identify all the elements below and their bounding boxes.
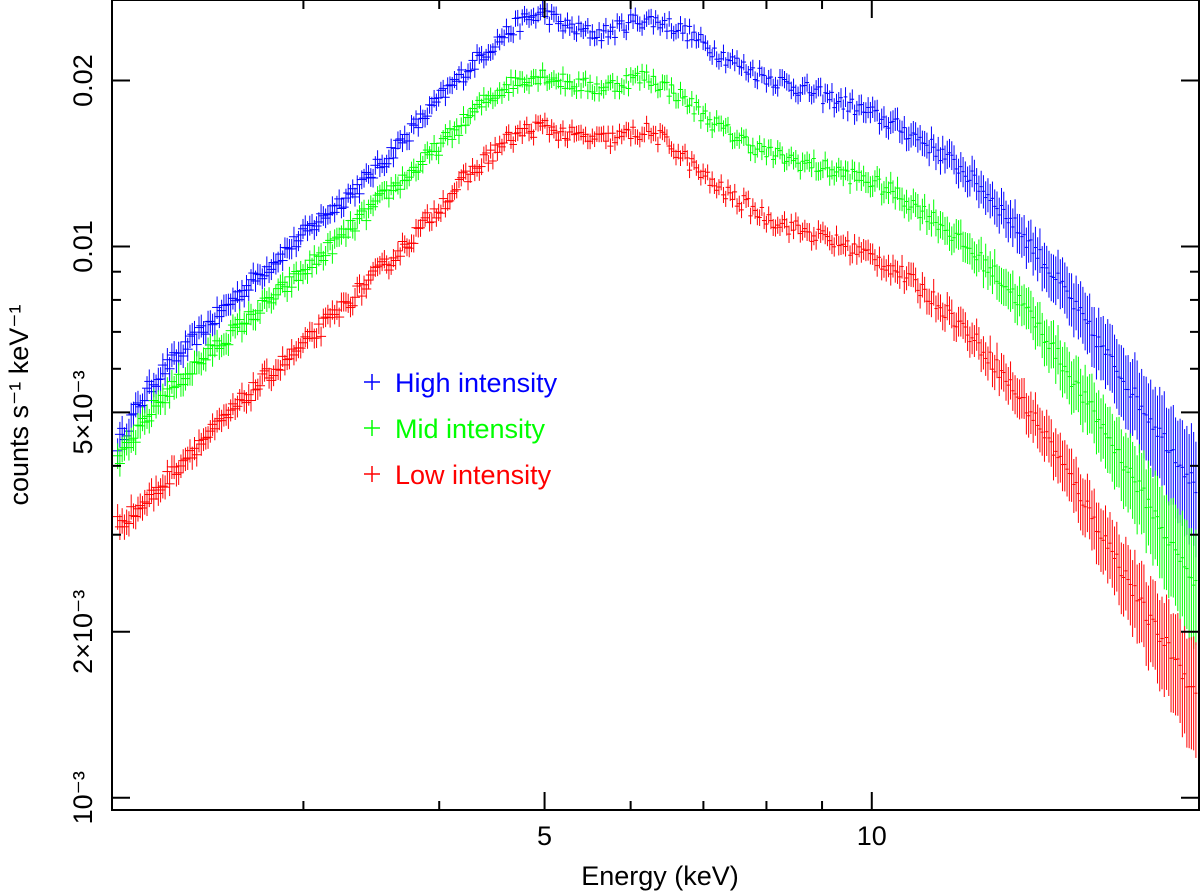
series-layer bbox=[112, 1, 1198, 758]
y-tick-label: 2×10⁻³ bbox=[68, 590, 98, 674]
legend-item-high: High intensity bbox=[364, 368, 558, 398]
legend-label-low: Low intensity bbox=[395, 460, 552, 490]
legend: High intensity Mid intensity Low intensi… bbox=[364, 368, 558, 490]
x-axis-label: Energy (keV) bbox=[581, 861, 739, 891]
y-tick-label: 0.02 bbox=[68, 54, 98, 107]
plot-frame bbox=[111, 0, 1200, 811]
legend-label-high: High intensity bbox=[395, 368, 558, 398]
y-tick-label: 10⁻³ bbox=[68, 771, 98, 824]
legend-label-mid: Mid intensity bbox=[395, 414, 546, 444]
x-tick-label: 10 bbox=[857, 821, 887, 851]
x-tick-label: 5 bbox=[537, 821, 552, 851]
series-2 bbox=[112, 112, 1198, 758]
series-0 bbox=[112, 1, 1198, 558]
legend-item-mid: Mid intensity bbox=[364, 414, 546, 444]
series-1 bbox=[112, 62, 1198, 649]
y-tick-label: 5×10⁻³ bbox=[68, 370, 98, 454]
y-axis-label: counts s⁻¹ keV⁻¹ bbox=[4, 304, 34, 505]
legend-item-low: Low intensity bbox=[364, 460, 552, 490]
ticks-layer: 5 10 10⁻³ 2×10⁻³ 5×10⁻³ 0.01 0.02 bbox=[68, 0, 1200, 851]
y-tick-label: 0.01 bbox=[68, 220, 98, 273]
